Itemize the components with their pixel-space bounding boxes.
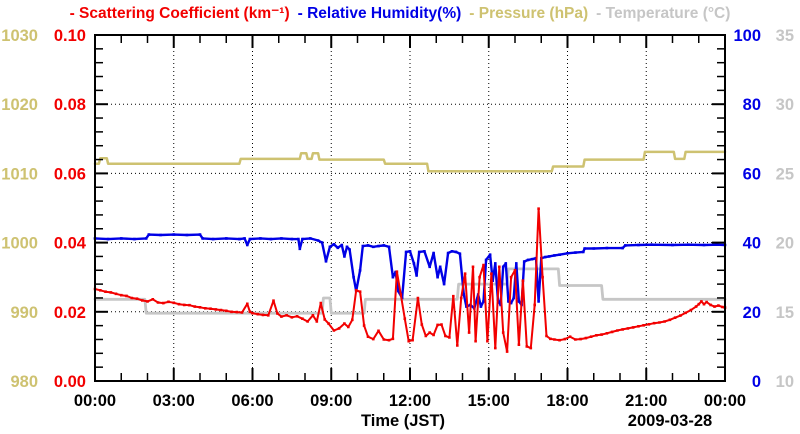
x-tick-label-2: 06:00 — [231, 392, 273, 410]
x-tick-label-3: 09:00 — [310, 392, 352, 410]
x-tick-label-5: 15:00 — [468, 392, 510, 410]
y-tick-label-temperature-10: 10 — [776, 373, 794, 391]
x-tick-label-4: 12:00 — [389, 392, 431, 410]
y-tick-label-humidity-20: 20 — [743, 304, 761, 322]
chart-legend: - Scattering Coefficient (km⁻¹) - Relativ… — [0, 4, 800, 23]
y-tick-label-scattering-0.08: 0.08 — [54, 96, 86, 114]
y-tick-label-temperature-35: 35 — [776, 27, 794, 45]
date-label: 2009-03-28 — [628, 412, 712, 430]
y-tick-label-temperature-30: 30 — [776, 96, 794, 114]
series-temperature-line — [93, 267, 727, 315]
y-tick-label-pressure-990: 990 — [10, 304, 38, 322]
y-tick-label-scattering-0.02: 0.02 — [54, 304, 86, 322]
y-tick-label-pressure-1030: 1030 — [1, 27, 38, 45]
y-tick-label-scattering-0.00: 0.00 — [54, 373, 86, 391]
y-tick-label-humidity-80: 80 — [743, 96, 761, 114]
series-relative-humidity-markers — [93, 233, 727, 310]
y-tick-label-temperature-25: 25 — [776, 165, 794, 183]
y-tick-label-pressure-1020: 1020 — [1, 96, 38, 114]
y-tick-label-humidity-0: 0 — [752, 373, 761, 391]
x-tick-label-1: 03:00 — [153, 392, 195, 410]
y-tick-label-scattering-0.04: 0.04 — [54, 235, 87, 253]
legend-pressure: - Pressure (hPa) — [469, 5, 589, 22]
legend-scattering-coefficient: - Scattering Coefficient (km⁻¹) — [69, 5, 290, 22]
legend-relative-humidity: - Relative Humidity(%) — [297, 5, 462, 22]
y-tick-label-pressure-1000: 1000 — [1, 235, 38, 253]
x-tick-label-8: 00:00 — [704, 392, 746, 410]
x-tick-label-0: 00:00 — [74, 392, 116, 410]
x-tick-label-7: 21:00 — [625, 392, 667, 410]
series-pressure-line — [93, 150, 727, 173]
y-tick-label-pressure-980: 980 — [10, 373, 38, 391]
y-tick-label-temperature-15: 15 — [776, 304, 794, 322]
x-tick-label-6: 18:00 — [546, 392, 588, 410]
y-tick-label-temperature-20: 20 — [776, 235, 794, 253]
y-tick-label-scattering-0.10: 0.10 — [54, 27, 86, 45]
y-tick-label-humidity-100: 100 — [733, 27, 761, 45]
y-tick-label-humidity-60: 60 — [743, 165, 761, 183]
x-axis-title: Time (JST) — [361, 412, 445, 430]
y-tick-label-humidity-40: 40 — [743, 235, 761, 253]
y-tick-label-pressure-1010: 1010 — [1, 165, 38, 183]
y-tick-label-scattering-0.06: 0.06 — [54, 165, 86, 183]
legend-temperature: - Temperature (°C) — [596, 5, 731, 22]
series-scattering-coefficient-line — [94, 207, 726, 353]
